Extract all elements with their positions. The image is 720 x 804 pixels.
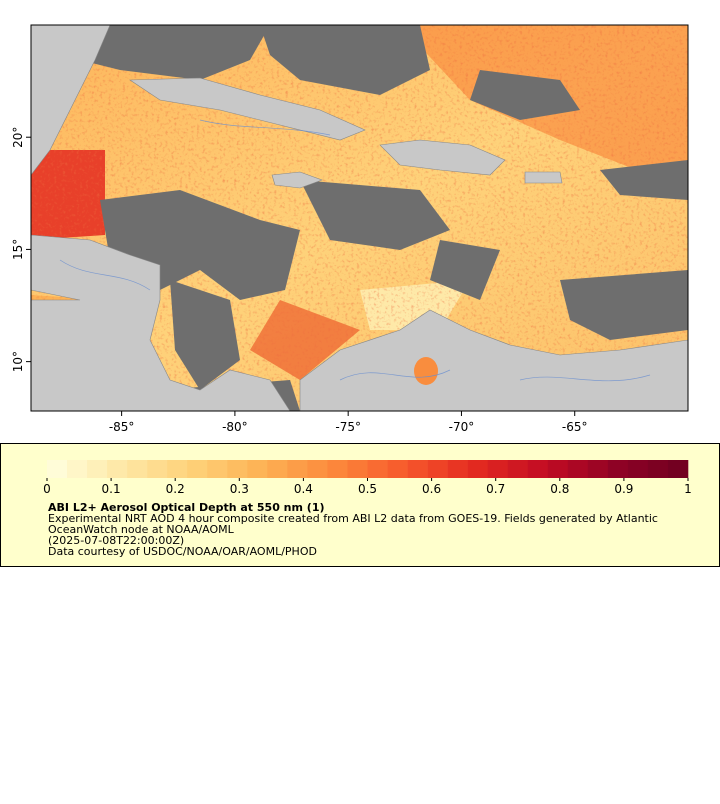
colorbar-cell — [667, 460, 689, 478]
colorbar-cell — [247, 460, 268, 478]
colorbar-tick-label: 0.5 — [358, 482, 377, 496]
colorbar-cell — [427, 460, 448, 478]
y-tick-label: 15° — [11, 239, 25, 260]
legend-line: (2025-07-08T22:00:00Z) — [48, 534, 184, 547]
colorbar-tick-label: 0.4 — [294, 482, 313, 496]
colorbar-cell — [107, 460, 128, 478]
colorbar-cell — [607, 460, 629, 478]
colorbar-cell — [167, 460, 188, 478]
colorbar-cell — [407, 460, 428, 478]
colorbar-cell — [367, 460, 388, 478]
colorbar-cell — [287, 460, 308, 478]
colorbar-cell — [227, 460, 248, 478]
colorbar-cell — [527, 460, 549, 478]
colorbar-cell — [267, 460, 288, 478]
colorbar-tick-label: 0.2 — [166, 482, 185, 496]
x-tick-label: -70° — [449, 420, 475, 434]
colorbar-cell — [627, 460, 649, 478]
colorbar-tick-label: 0.1 — [102, 482, 121, 496]
colorbar-cell — [327, 460, 348, 478]
colorbar-cell — [647, 460, 669, 478]
colorbar-cell — [307, 460, 328, 478]
y-tick-label: 10° — [11, 351, 25, 372]
x-tick-label: -80° — [222, 420, 248, 434]
x-tick-label: -75° — [335, 420, 361, 434]
colorbar-cell — [347, 460, 368, 478]
legend-line: Experimental NRT AOD 4 hour composite cr… — [48, 512, 658, 525]
colorbar-tick-label: 0.3 — [230, 482, 249, 496]
legend-line: OceanWatch node at NOAA/AOML — [48, 523, 235, 536]
colorbar-cell — [187, 460, 208, 478]
colorbar-cell — [547, 460, 569, 478]
map-frame — [30, 24, 689, 412]
colorbar-cell — [207, 460, 228, 478]
colorbar-cell — [447, 460, 468, 478]
colorbar-cell — [87, 460, 108, 478]
colorbar-tick-label: 0.8 — [550, 482, 569, 496]
colorbar-cell — [567, 460, 589, 478]
colorbar-cell — [67, 460, 88, 478]
colorbar-cell — [147, 460, 168, 478]
colorbar-cell — [587, 460, 609, 478]
colorbar-tick-label: 0.7 — [486, 482, 505, 496]
colorbar-tick-label: 0 — [43, 482, 51, 496]
colorbar-cell — [507, 460, 529, 478]
colorbar-cell — [387, 460, 408, 478]
colorbar-cell — [47, 460, 68, 478]
colorbar-tick-label: 0.6 — [422, 482, 441, 496]
legend-title: ABI L2+ Aerosol Optical Depth at 550 nm … — [48, 501, 325, 514]
legend-line: Data courtesy of USDOC/NOAA/OAR/AOML/PHO… — [48, 545, 317, 558]
colorbar-cell — [487, 460, 509, 478]
colorbar-tick-label: 1 — [684, 482, 692, 496]
colorbar-cell — [127, 460, 148, 478]
x-tick-label: -85° — [109, 420, 135, 434]
y-tick-label: 20° — [11, 127, 25, 148]
map-image — [31, 25, 688, 411]
colorbar-tick-label: 0.9 — [614, 482, 633, 496]
colorbar-cell — [467, 460, 488, 478]
x-tick-label: -65° — [562, 420, 588, 434]
